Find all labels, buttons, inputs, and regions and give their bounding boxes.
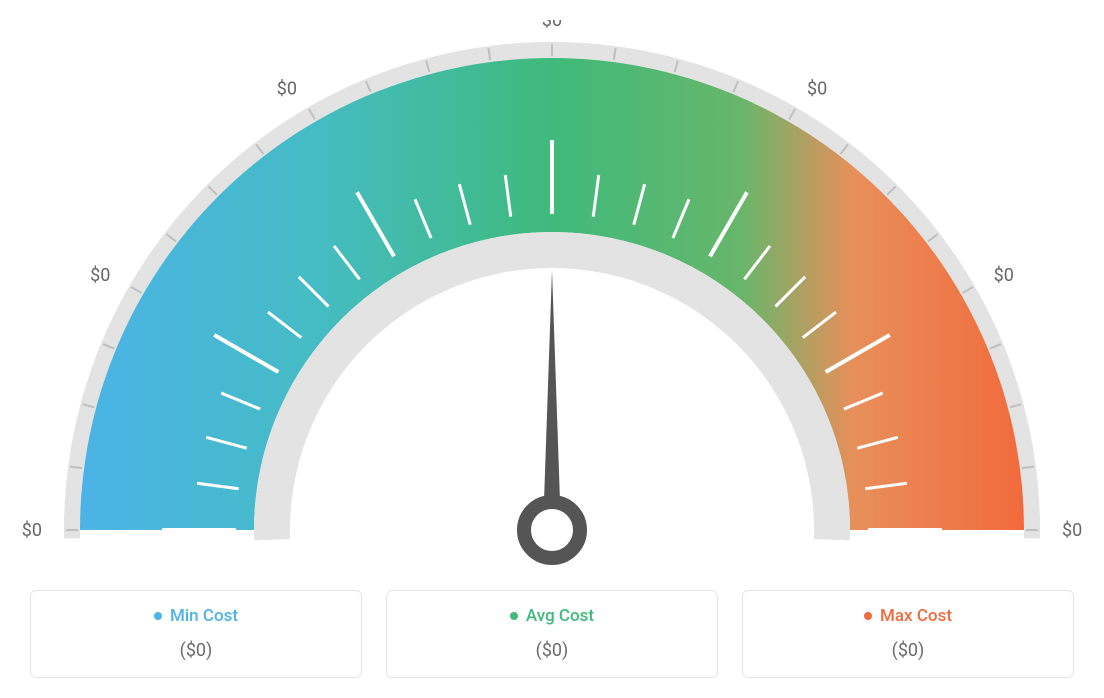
- svg-text:$0: $0: [22, 520, 42, 541]
- gauge-svg: $0 $0 $0 $0 $0 $0 $0: [22, 20, 1082, 580]
- legend-card-min: Min Cost ($0): [30, 590, 362, 678]
- svg-text:$0: $0: [1062, 520, 1082, 541]
- svg-text:$0: $0: [994, 265, 1014, 286]
- legend-card-max: Max Cost ($0): [742, 590, 1074, 678]
- svg-text:$0: $0: [807, 78, 827, 99]
- legend-title-max: Max Cost: [864, 606, 952, 626]
- legend-value-min: ($0): [31, 640, 361, 661]
- legend-value-max: ($0): [743, 640, 1073, 661]
- legend-title-avg: Avg Cost: [510, 606, 594, 626]
- legend-label-max: Max Cost: [880, 606, 952, 626]
- legend-title-min: Min Cost: [154, 606, 238, 626]
- svg-text:$0: $0: [542, 20, 562, 31]
- dot-icon: [864, 612, 872, 620]
- legend-card-avg: Avg Cost ($0): [386, 590, 718, 678]
- dot-icon: [510, 612, 518, 620]
- dot-icon: [154, 612, 162, 620]
- gauge-chart: $0 $0 $0 $0 $0 $0 $0: [22, 20, 1082, 580]
- svg-text:$0: $0: [277, 78, 297, 99]
- legend-label-min: Min Cost: [170, 606, 238, 626]
- legend-row: Min Cost ($0) Avg Cost ($0) Max Cost ($0…: [20, 590, 1084, 678]
- legend-label-avg: Avg Cost: [526, 606, 594, 626]
- svg-text:$0: $0: [90, 265, 110, 286]
- legend-value-avg: ($0): [387, 640, 717, 661]
